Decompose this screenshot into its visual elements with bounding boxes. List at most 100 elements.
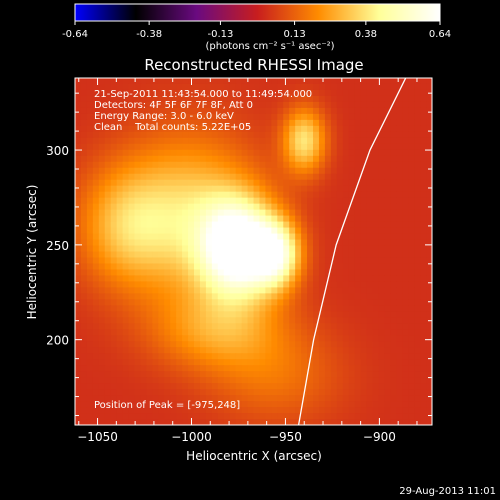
heatmap-pixel	[176, 215, 183, 223]
heatmap-pixel	[182, 407, 189, 414]
heatmap-pixel	[217, 185, 225, 193]
heatmap-pixel	[307, 251, 314, 259]
heatmap-pixel	[217, 221, 225, 229]
heatmap-pixel	[140, 377, 147, 384]
heatmap-pixel	[80, 287, 88, 294]
heatmap-pixel	[217, 155, 225, 163]
heatmap-pixel	[229, 107, 237, 115]
heatmap-pixel	[414, 137, 421, 145]
heatmap-pixel	[277, 377, 284, 384]
heatmap-pixel	[420, 221, 427, 229]
heatmap-pixel	[420, 419, 427, 425]
heatmap-pixel	[176, 101, 183, 109]
heatmap-pixel	[342, 239, 350, 247]
heatmap-pixel	[235, 311, 243, 318]
heatmap-pixel	[241, 143, 249, 151]
heatmap-pixel	[199, 341, 207, 348]
heatmap-pixel	[318, 251, 326, 259]
heatmap-pixel	[307, 395, 314, 402]
heatmap-pixel	[420, 329, 427, 336]
heatmap-pixel	[426, 119, 432, 127]
heatmap-pixel	[176, 89, 183, 97]
heatmap-pixel	[295, 191, 302, 199]
heatmap-pixel	[336, 317, 344, 324]
heatmap-pixel	[170, 257, 177, 265]
heatmap-pixel	[164, 353, 171, 360]
heatmap-pixel	[336, 299, 344, 306]
heatmap-pixel	[378, 335, 385, 342]
heatmap-pixel	[318, 377, 326, 384]
heatmap-pixel	[318, 389, 326, 396]
heatmap-pixel	[277, 269, 284, 277]
heatmap-pixel	[223, 179, 231, 187]
heatmap-pixel	[188, 263, 195, 271]
heatmap-pixel	[283, 311, 290, 318]
heatmap-pixel	[348, 281, 356, 288]
heatmap-pixel	[158, 233, 165, 241]
heatmap-pixel	[235, 287, 243, 294]
heatmap-pixel	[152, 413, 159, 420]
heatmap-pixel	[176, 353, 183, 360]
heatmap-pixel	[390, 335, 397, 342]
heatmap-pixel	[253, 245, 261, 253]
heatmap-pixel	[134, 137, 142, 145]
heatmap-pixel	[199, 245, 207, 253]
heatmap-pixel	[253, 311, 261, 318]
heatmap-pixel	[92, 185, 100, 193]
heatmap-pixel	[324, 143, 332, 151]
heatmap-pixel	[229, 311, 237, 318]
heatmap-pixel	[265, 281, 272, 288]
heatmap-pixel	[182, 107, 189, 115]
heatmap-pixel	[307, 89, 314, 97]
heatmap-pixel	[324, 245, 332, 253]
heatmap-pixel	[384, 245, 391, 253]
heatmap-pixel	[128, 161, 136, 169]
heatmap-pixel	[348, 125, 356, 133]
heatmap-pixel	[199, 227, 207, 235]
heatmap-pixel	[271, 167, 278, 175]
heatmap-pixel	[158, 78, 165, 85]
heatmap-pixel	[271, 113, 278, 121]
heatmap-pixel	[396, 89, 403, 97]
heatmap-pixel	[295, 413, 302, 420]
heatmap-pixel	[384, 227, 391, 235]
heatmap-pixel	[313, 95, 320, 103]
heatmap-pixel	[414, 197, 421, 205]
heatmap-pixel	[80, 299, 88, 306]
heatmap-pixel	[194, 113, 201, 121]
heatmap-pixel	[372, 191, 380, 199]
heatmap-pixel	[378, 317, 385, 324]
heatmap-pixel	[170, 215, 177, 223]
heatmap-pixel	[205, 383, 213, 390]
heatmap-pixel	[366, 275, 374, 283]
heatmap-pixel	[140, 89, 147, 97]
heatmap-pixel	[199, 419, 207, 425]
heatmap-pixel	[86, 155, 94, 163]
heatmap-pixel	[384, 113, 391, 121]
heatmap-pixel	[182, 173, 189, 181]
heatmap-pixel	[182, 239, 189, 247]
heatmap-pixel	[182, 419, 189, 425]
heatmap-pixel	[289, 347, 296, 354]
heatmap-pixel	[372, 221, 380, 229]
heatmap-pixel	[110, 149, 118, 157]
heatmap-pixel	[223, 395, 231, 402]
heatmap-pixel	[330, 371, 338, 378]
heatmap-pixel	[134, 185, 142, 193]
heatmap-pixel	[152, 305, 159, 312]
heatmap-pixel	[378, 341, 385, 348]
heatmap-pixel	[199, 257, 207, 265]
heatmap-pixel	[80, 131, 88, 139]
heatmap-pixel	[271, 131, 278, 139]
heatmap-pixel	[104, 365, 112, 372]
heatmap-pixel	[217, 251, 225, 259]
heatmap-pixel	[396, 191, 403, 199]
heatmap-pixel	[217, 299, 225, 306]
heatmap-pixel	[348, 413, 356, 420]
heatmap-pixel	[390, 419, 397, 425]
heatmap-pixel	[354, 299, 362, 306]
heatmap-pixel	[426, 287, 432, 294]
footer-timestamp: 29-Aug-2013 11:01	[399, 486, 496, 497]
heatmap-pixel	[122, 329, 130, 336]
heatmap-pixel	[301, 221, 308, 229]
